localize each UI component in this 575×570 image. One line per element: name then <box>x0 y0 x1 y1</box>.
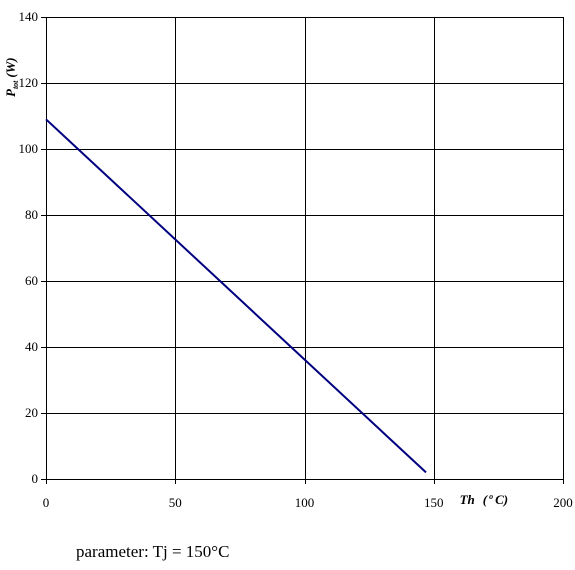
x-tick-label: 50 <box>169 495 182 510</box>
x-axis-symbol: Th <box>460 492 475 507</box>
x-axis-title: Th (o C) <box>460 492 509 507</box>
y-tick-label: 20 <box>25 405 38 420</box>
y-tick-label: 60 <box>25 273 38 288</box>
y-tick-label: 100 <box>19 141 39 156</box>
y-axis-title: Ptot (W) <box>3 57 20 97</box>
y-tick-label: 140 <box>19 9 39 24</box>
tick-labels: 0 50 100 150 200 0 20 40 60 80 100 120 140 <box>19 9 573 510</box>
y-tick-label: 0 <box>32 471 39 486</box>
x-axis-unit: C) <box>495 492 508 507</box>
x-tick-label: 150 <box>424 495 444 510</box>
parameter-caption: parameter: Tj = 150°C <box>76 542 230 561</box>
series-layer <box>45 118 427 474</box>
x-tick-label: 100 <box>295 495 315 510</box>
y-axis-symbol: P <box>3 88 18 97</box>
y-tick-label: 120 <box>19 75 39 90</box>
axis-ticks <box>41 17 564 484</box>
x-axis-degree: o <box>489 492 493 501</box>
x-axis-unit-open: ( <box>483 492 489 507</box>
y-tick-label: 40 <box>25 339 38 354</box>
y-axis-unit: (W) <box>3 57 18 77</box>
series-line <box>45 118 427 474</box>
y-tick-label: 80 <box>25 207 38 222</box>
x-tick-label: 0 <box>43 495 50 510</box>
grid-lines <box>46 17 563 479</box>
y-axis-subscript: tot <box>11 80 20 89</box>
x-tick-label: 200 <box>553 495 573 510</box>
